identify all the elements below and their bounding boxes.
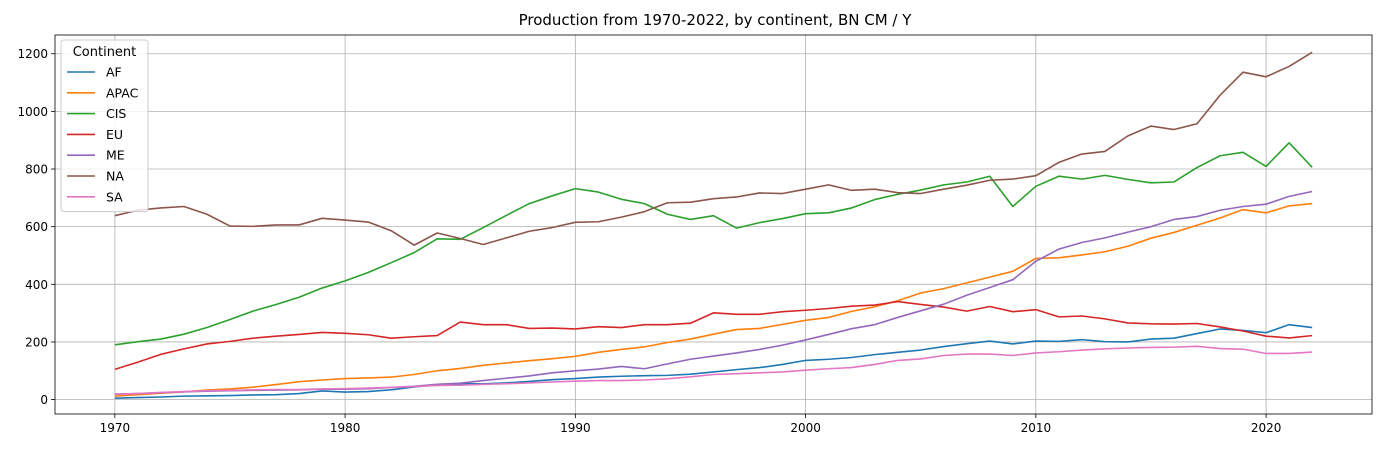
series-line-apac <box>114 202 1313 397</box>
legend-label-cis: CIS <box>106 106 126 121</box>
y-tick-label: 600 <box>25 220 48 234</box>
x-tick-label: 1990 <box>560 421 591 435</box>
series-lines <box>114 51 1313 399</box>
grid-lines <box>55 35 1372 414</box>
legend-box <box>60 39 149 213</box>
series-line-me <box>114 190 1313 395</box>
y-tick-label: 1000 <box>17 105 48 119</box>
legend-label-af: AF <box>106 65 122 80</box>
x-tick-label: 2000 <box>790 421 821 435</box>
axes: 1970 1980 1990 2000 2010 2020 0 200 400 600 800 100… <box>17 47 1281 435</box>
y-tick-label: 800 <box>25 163 48 177</box>
x-tick-label: 1980 <box>330 421 361 435</box>
y-tick-label: 400 <box>25 278 48 292</box>
x-tick-label: 2020 <box>1251 421 1282 435</box>
legend-title: Continent <box>73 45 137 60</box>
y-tick-label: 0 <box>40 393 48 407</box>
chart-title: Production from 1970-2022, by continent,… <box>519 11 913 29</box>
series-line-cis <box>114 141 1313 346</box>
y-tick-label: 200 <box>25 335 48 349</box>
legend-label-apac: APAC <box>106 85 139 100</box>
plot-frame <box>54 34 1373 415</box>
y-tick-label: 1200 <box>17 47 48 61</box>
x-tick-label: 2010 <box>1021 421 1052 435</box>
series-line-sa <box>114 345 1313 396</box>
legend-label-me: ME <box>106 148 125 163</box>
x-tick-label: 1970 <box>100 421 131 435</box>
series-line-na <box>114 51 1313 246</box>
series-line-af <box>114 323 1313 399</box>
series-line-eu <box>114 300 1313 371</box>
legend-label-eu: EU <box>106 127 123 142</box>
legend-label-sa: SA <box>106 189 123 204</box>
legend-label-na: NA <box>106 169 124 184</box>
legend: Continent AF APAC CIS EU ME NA SA <box>60 39 149 213</box>
